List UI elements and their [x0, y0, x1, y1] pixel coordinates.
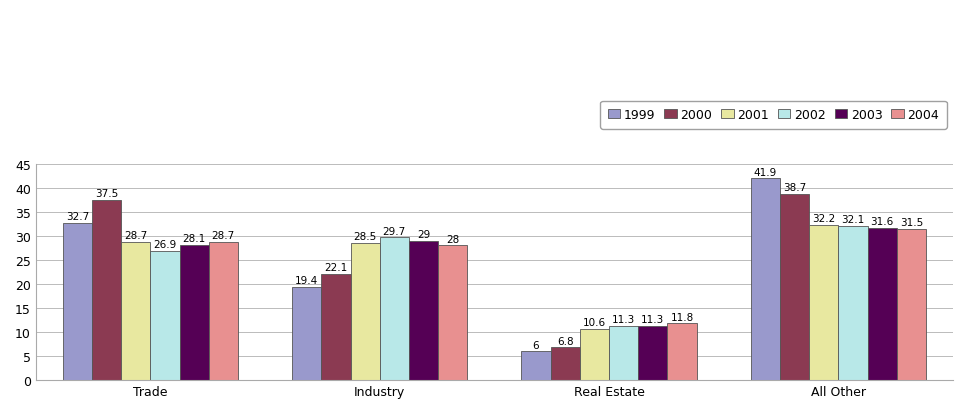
Bar	[379, 237, 408, 380]
Bar	[121, 242, 150, 380]
Bar	[350, 243, 379, 380]
Bar	[180, 245, 209, 380]
Text: 6: 6	[532, 340, 539, 350]
Bar	[751, 179, 780, 380]
Bar	[780, 195, 809, 380]
Bar	[292, 287, 321, 380]
Text: 37.5: 37.5	[95, 188, 118, 199]
Bar	[809, 225, 838, 380]
Text: 31.5: 31.5	[899, 217, 923, 227]
Text: 28.1: 28.1	[183, 234, 206, 244]
Text: 29: 29	[417, 229, 430, 239]
Bar	[522, 351, 551, 380]
Text: 32.1: 32.1	[841, 214, 864, 224]
Text: 31.6: 31.6	[870, 217, 893, 227]
Bar	[638, 326, 667, 380]
Text: 26.9: 26.9	[153, 240, 176, 249]
Text: 19.4: 19.4	[295, 275, 318, 285]
Text: 38.7: 38.7	[783, 183, 806, 193]
Bar	[609, 326, 638, 380]
Text: 32.2: 32.2	[812, 214, 835, 224]
Bar	[896, 229, 926, 380]
Text: 41.9: 41.9	[754, 167, 777, 178]
Text: 32.7: 32.7	[66, 211, 89, 221]
Text: 22.1: 22.1	[324, 263, 348, 273]
Text: 6.8: 6.8	[557, 336, 574, 346]
Bar	[321, 274, 350, 380]
Text: 28.5: 28.5	[353, 232, 377, 242]
Text: 28: 28	[446, 234, 459, 244]
Text: 11.3: 11.3	[612, 314, 635, 324]
Bar	[150, 251, 180, 380]
Legend: 1999, 2000, 2001, 2002, 2003, 2004: 1999, 2000, 2001, 2002, 2003, 2004	[600, 101, 947, 129]
Bar	[92, 200, 121, 380]
Text: 28.7: 28.7	[212, 231, 235, 241]
Text: 10.6: 10.6	[583, 318, 606, 328]
Text: 11.8: 11.8	[671, 312, 694, 322]
Bar	[580, 329, 609, 380]
Bar	[408, 241, 439, 380]
Bar	[667, 323, 697, 380]
Bar	[439, 246, 468, 380]
Text: 29.7: 29.7	[382, 226, 406, 236]
Bar	[551, 348, 580, 380]
Bar	[838, 226, 867, 380]
Bar	[867, 228, 896, 380]
Bar	[63, 223, 92, 380]
Bar	[209, 242, 238, 380]
Text: 11.3: 11.3	[641, 314, 664, 324]
Text: 28.7: 28.7	[124, 231, 147, 241]
